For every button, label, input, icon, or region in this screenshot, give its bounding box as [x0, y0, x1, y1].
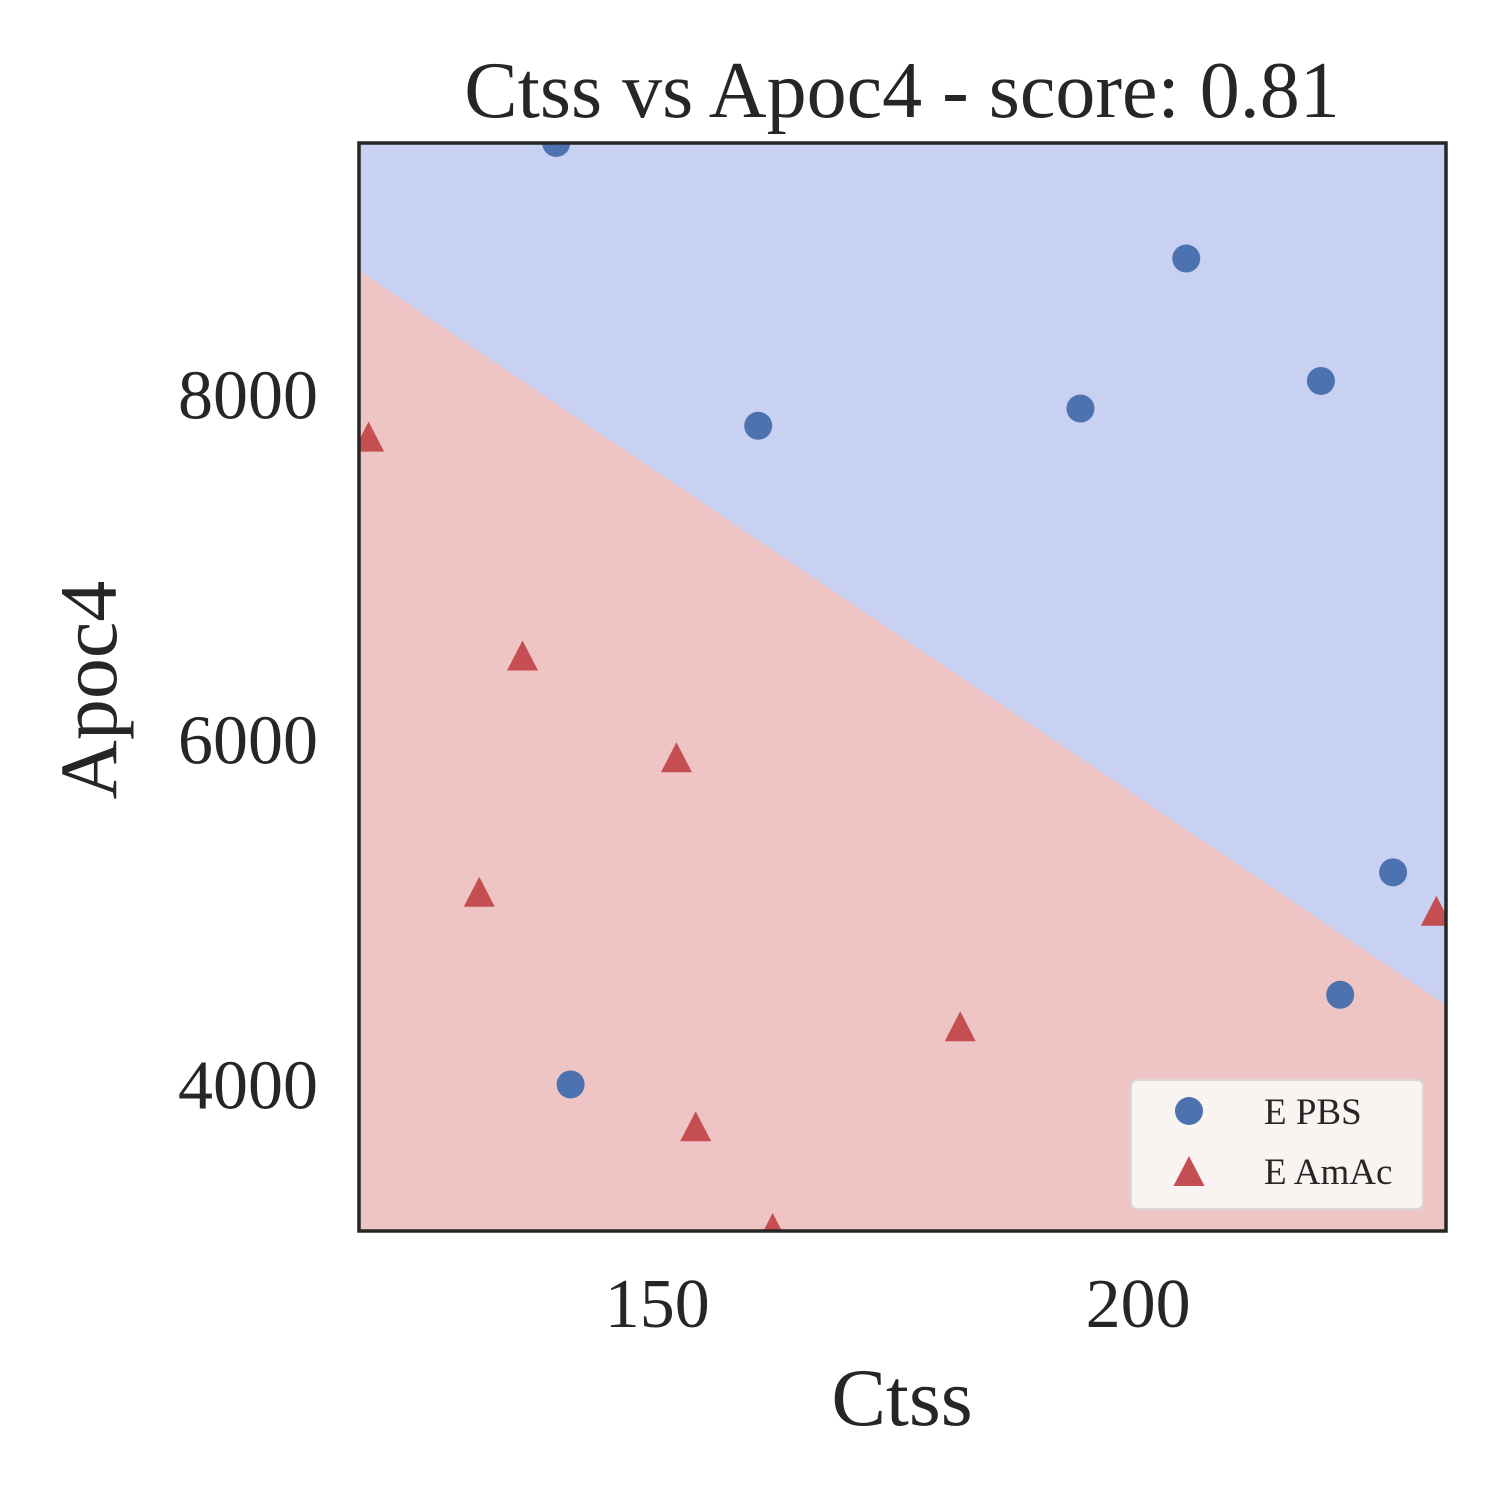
point-e-amac-7: [763, 1213, 782, 1231]
decision-regions: [359, 143, 1446, 1231]
legend-label-e-amac: E AmAc: [1264, 1152, 1392, 1193]
x-axis-title: Ctss: [831, 1352, 972, 1443]
point-e-amac-2: [660, 742, 692, 773]
point-e-amac-5: [944, 1011, 976, 1042]
data-points: [359, 143, 1446, 1231]
point-e-pbs-7: [556, 1070, 585, 1099]
legend-marker-e-amac: [1173, 1156, 1205, 1186]
legend-box: [1130, 1079, 1424, 1210]
point-e-pbs-0: [542, 143, 571, 157]
point-e-pbs-5: [1379, 858, 1408, 887]
point-e-pbs-3: [1066, 394, 1095, 423]
point-e-amac-3: [463, 876, 495, 907]
plot-frame: [357, 141, 1448, 1233]
point-e-amac-0: [359, 421, 385, 452]
y-tick-label: 6000: [178, 703, 318, 780]
y-tick-label: 8000: [178, 358, 318, 435]
legend: E PBS E AmAc: [1130, 1079, 1424, 1210]
x-tick-label: 150: [605, 1266, 710, 1343]
region-e-amac: [359, 270, 1446, 1231]
point-e-pbs-6: [1326, 980, 1355, 1009]
y-axis-title: Apoc4: [43, 581, 134, 800]
y-tick-labels: 4000 6000 8000: [178, 358, 318, 1125]
legend-label-e-pbs: E PBS: [1264, 1092, 1362, 1133]
x-tick-labels: 150 200: [605, 1266, 1191, 1343]
point-e-pbs-2: [1306, 366, 1335, 395]
point-e-pbs-4: [744, 411, 773, 440]
y-tick-label: 4000: [178, 1047, 318, 1124]
point-e-amac-1: [507, 640, 539, 671]
x-tick-label: 200: [1086, 1266, 1191, 1343]
point-e-amac-6: [680, 1111, 712, 1142]
point-e-amac-4: [1420, 895, 1446, 926]
point-e-pbs-1: [1172, 244, 1201, 273]
legend-marker-e-pbs: [1175, 1097, 1203, 1125]
chart-title: Ctss vs Apoc4 - score: 0.81: [464, 47, 1340, 135]
